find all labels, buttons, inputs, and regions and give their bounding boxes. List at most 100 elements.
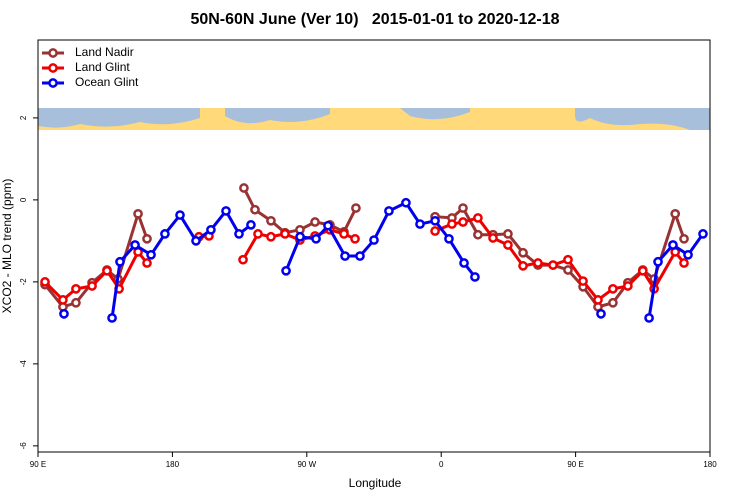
data-point <box>578 276 588 286</box>
data-point <box>40 277 50 287</box>
data-point <box>473 229 483 240</box>
data-point <box>518 247 528 258</box>
data-point <box>221 206 231 216</box>
data-point <box>369 235 379 245</box>
series-line <box>43 216 686 302</box>
data-point <box>668 240 678 250</box>
y-tick-label: 2 <box>19 115 28 120</box>
data-point <box>488 233 498 243</box>
data-point <box>458 203 468 213</box>
data-point <box>503 240 513 250</box>
data-point <box>563 254 573 265</box>
data-point <box>281 265 291 276</box>
data-point <box>142 233 152 244</box>
data-point <box>350 233 360 244</box>
data-point <box>191 236 201 246</box>
data-point <box>679 258 689 268</box>
data-point <box>683 249 693 260</box>
data-point <box>518 261 528 271</box>
x-tick-label: 90 E <box>30 460 46 469</box>
data-point <box>133 208 143 219</box>
data-point <box>608 297 618 308</box>
data-point <box>623 281 633 291</box>
data-point <box>280 229 290 239</box>
data-point <box>160 229 170 239</box>
legend-label: Land Glint <box>75 60 130 74</box>
data-point <box>234 229 244 239</box>
data-point <box>246 220 256 230</box>
data-point <box>430 226 440 236</box>
data-point <box>311 233 321 244</box>
data-point <box>593 295 603 305</box>
data-point <box>206 224 216 235</box>
data-point <box>608 283 618 294</box>
data-point <box>250 204 260 215</box>
data-point <box>238 254 248 265</box>
x-tick-label: 180 <box>166 460 180 469</box>
data-point <box>142 258 152 268</box>
y-tick-label: -2 <box>19 278 28 286</box>
data-point <box>266 231 276 242</box>
data-point <box>115 256 125 267</box>
data-point <box>266 215 276 226</box>
data-point <box>698 229 708 239</box>
data-point <box>175 210 185 220</box>
data-point <box>87 281 97 291</box>
data-point <box>58 295 68 305</box>
data-point <box>253 229 263 239</box>
x-tick-label: 180 <box>703 460 717 469</box>
data-point <box>340 251 350 261</box>
data-point <box>679 233 689 244</box>
data-point <box>444 233 454 244</box>
data-point <box>670 208 681 219</box>
data-point <box>323 220 333 231</box>
data-point <box>59 308 69 319</box>
y-tick-label: 0 <box>19 197 28 202</box>
data-point <box>107 313 117 323</box>
plot-frame <box>37 39 711 453</box>
data-point <box>239 183 249 193</box>
y-axis-label: XCO2 - MLO trend (ppm) <box>0 179 14 314</box>
legend-label: Land Nadir <box>75 45 134 59</box>
data-point <box>447 219 457 229</box>
data-point <box>653 256 663 267</box>
x-tick-label: 0 <box>439 460 444 469</box>
chart-title: 50N-60N June (Ver 10) 2015-01-01 to 2020… <box>190 11 559 28</box>
map-strip <box>38 108 710 130</box>
data-point <box>351 203 361 213</box>
data-point <box>533 258 543 268</box>
x-tick-label: 90 W <box>297 460 316 469</box>
data-point <box>473 213 483 223</box>
data-point <box>310 217 320 227</box>
x-axis-label: Longitude <box>349 476 402 490</box>
data-point <box>644 313 654 323</box>
data-point <box>71 283 81 294</box>
y-tick-label: -6 <box>19 442 28 450</box>
legend-swatch-marker <box>48 78 58 88</box>
data-point <box>102 265 112 276</box>
data-point <box>430 215 440 226</box>
data-point <box>71 297 81 308</box>
legend-swatch-marker <box>48 63 58 73</box>
data-point <box>596 308 606 319</box>
data-point <box>470 272 480 282</box>
x-tick-label: 90 E <box>567 460 583 469</box>
data-point <box>563 265 573 275</box>
y-tick-label: -4 <box>19 360 28 368</box>
data-point <box>503 229 513 239</box>
legend-label: Ocean Glint <box>75 75 139 89</box>
data-point <box>401 197 411 208</box>
data-point <box>146 249 156 260</box>
data-point <box>637 265 648 276</box>
data-point <box>459 258 469 268</box>
data-point <box>355 251 365 261</box>
data-point <box>295 231 305 242</box>
data-point <box>384 206 394 216</box>
data-point <box>415 219 425 229</box>
data-point <box>458 217 468 227</box>
data-point <box>548 260 558 270</box>
legend-swatch-marker <box>48 48 58 58</box>
data-point <box>130 240 140 250</box>
data-point <box>339 229 349 239</box>
